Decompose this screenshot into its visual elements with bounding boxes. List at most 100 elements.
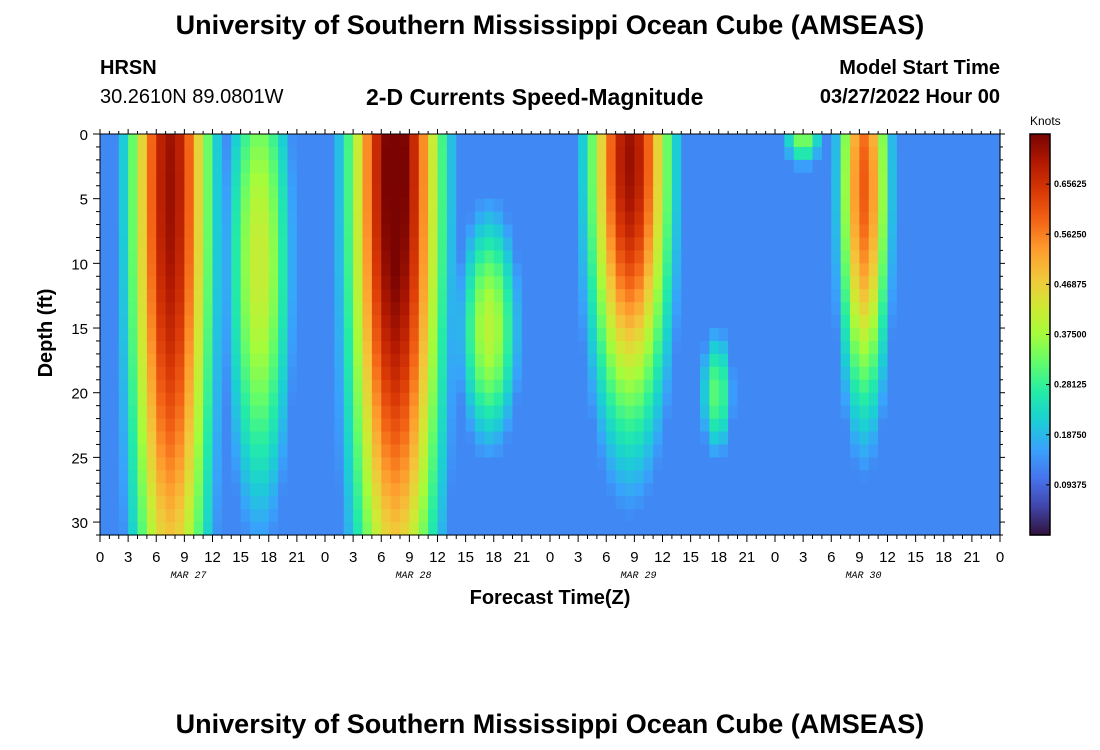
heatmap-cell <box>746 444 757 458</box>
heatmap-cell <box>334 134 345 148</box>
heatmap-cell <box>165 211 176 226</box>
heatmap-cell <box>184 496 195 510</box>
heatmap-cell <box>962 522 973 536</box>
heatmap-cell <box>409 379 420 394</box>
heatmap-cell <box>521 250 532 264</box>
heatmap-cell <box>718 211 729 226</box>
heatmap-cell <box>521 198 532 213</box>
heatmap-cell <box>709 483 720 497</box>
heatmap-cell <box>540 431 551 446</box>
heatmap-cell <box>550 289 560 303</box>
heatmap-cell <box>859 340 870 355</box>
heatmap-cell <box>625 198 635 213</box>
heatmap-cell <box>465 211 476 226</box>
colorbar-band <box>1030 182 1050 185</box>
heatmap-cell <box>137 483 148 497</box>
heatmap-cell <box>681 509 692 523</box>
heatmap-cell <box>681 134 692 148</box>
heatmap-cell <box>784 470 795 484</box>
heatmap-cell <box>165 340 176 355</box>
heatmap-cell <box>221 509 232 523</box>
heatmap-cell <box>325 237 335 252</box>
heatmap-cell <box>831 159 842 174</box>
heatmap-cell <box>100 276 110 290</box>
heatmap-cell <box>118 211 129 226</box>
heatmap-cell <box>418 340 429 355</box>
heatmap-cell <box>850 134 860 148</box>
heatmap-cell <box>400 134 410 148</box>
heatmap-cell <box>521 353 532 368</box>
heatmap-cell <box>381 522 392 536</box>
heatmap-cell <box>643 444 654 458</box>
heatmap-cell <box>878 418 889 433</box>
heatmap-cell <box>559 328 570 342</box>
heatmap-cell <box>428 237 439 252</box>
heatmap-cell <box>306 366 317 381</box>
heatmap-cell <box>765 250 776 264</box>
heatmap-cell <box>850 379 860 394</box>
heatmap-cell <box>362 328 373 342</box>
heatmap-cell <box>118 263 129 277</box>
colorbar-band <box>1030 152 1050 155</box>
heatmap-cell <box>765 457 776 471</box>
heatmap-cell <box>681 328 692 342</box>
heatmap-cell <box>287 146 298 161</box>
heatmap-cell <box>634 444 645 458</box>
heatmap-cell <box>746 263 757 277</box>
colorbar-band <box>1030 254 1050 257</box>
heatmap-cell <box>184 146 195 161</box>
heatmap-cell <box>756 250 767 264</box>
heatmap-cell <box>925 340 935 355</box>
heatmap-cell <box>343 263 354 277</box>
heatmap-cell <box>531 392 542 407</box>
heatmap-cell <box>850 405 860 420</box>
heatmap-cell <box>634 263 645 277</box>
heatmap-cell <box>953 353 964 368</box>
heatmap-cell <box>184 392 195 407</box>
heatmap-cell <box>118 431 129 446</box>
heatmap-cell <box>521 522 532 536</box>
heatmap-cell <box>775 509 785 523</box>
x-tick-label: 0 <box>771 549 779 566</box>
heatmap-cell <box>896 134 907 148</box>
heatmap-cell <box>118 185 129 200</box>
heatmap-cell <box>653 211 664 226</box>
heatmap-cell <box>362 302 373 316</box>
heatmap-cell <box>400 483 410 497</box>
heatmap-cell <box>231 250 242 264</box>
heatmap-cell <box>859 289 870 303</box>
heatmap-cell <box>850 457 860 471</box>
heatmap-cell <box>409 289 420 303</box>
heatmap-cell <box>465 366 476 381</box>
heatmap-cell <box>700 444 710 458</box>
heatmap-cell <box>493 353 504 368</box>
heatmap-cell <box>184 340 195 355</box>
heatmap-cell <box>709 496 720 510</box>
heatmap-cell <box>568 172 579 187</box>
heatmap-cell <box>193 328 204 342</box>
heatmap-cell <box>812 379 823 394</box>
heatmap-cell <box>428 250 439 264</box>
heatmap-cell <box>503 276 514 290</box>
heatmap-cell <box>971 159 982 174</box>
heatmap-cell <box>625 159 635 174</box>
heatmap-cell <box>962 276 973 290</box>
heatmap-cell <box>437 302 448 316</box>
heatmap-cell <box>315 418 326 433</box>
heatmap-cell <box>165 263 176 277</box>
heatmap-cell <box>859 237 870 252</box>
heatmap-cell <box>118 444 129 458</box>
heatmap-cell <box>887 211 898 226</box>
heatmap-cell <box>962 250 973 264</box>
heatmap-cell <box>850 315 860 329</box>
heatmap-cell <box>418 444 429 458</box>
heatmap-cell <box>625 263 635 277</box>
heatmap-cell <box>231 172 242 187</box>
heatmap-cell <box>896 444 907 458</box>
heatmap-cell <box>934 315 945 329</box>
heatmap-cell <box>409 509 420 523</box>
heatmap-cell <box>812 444 823 458</box>
heatmap-cell <box>756 146 767 161</box>
heatmap-cell <box>896 146 907 161</box>
